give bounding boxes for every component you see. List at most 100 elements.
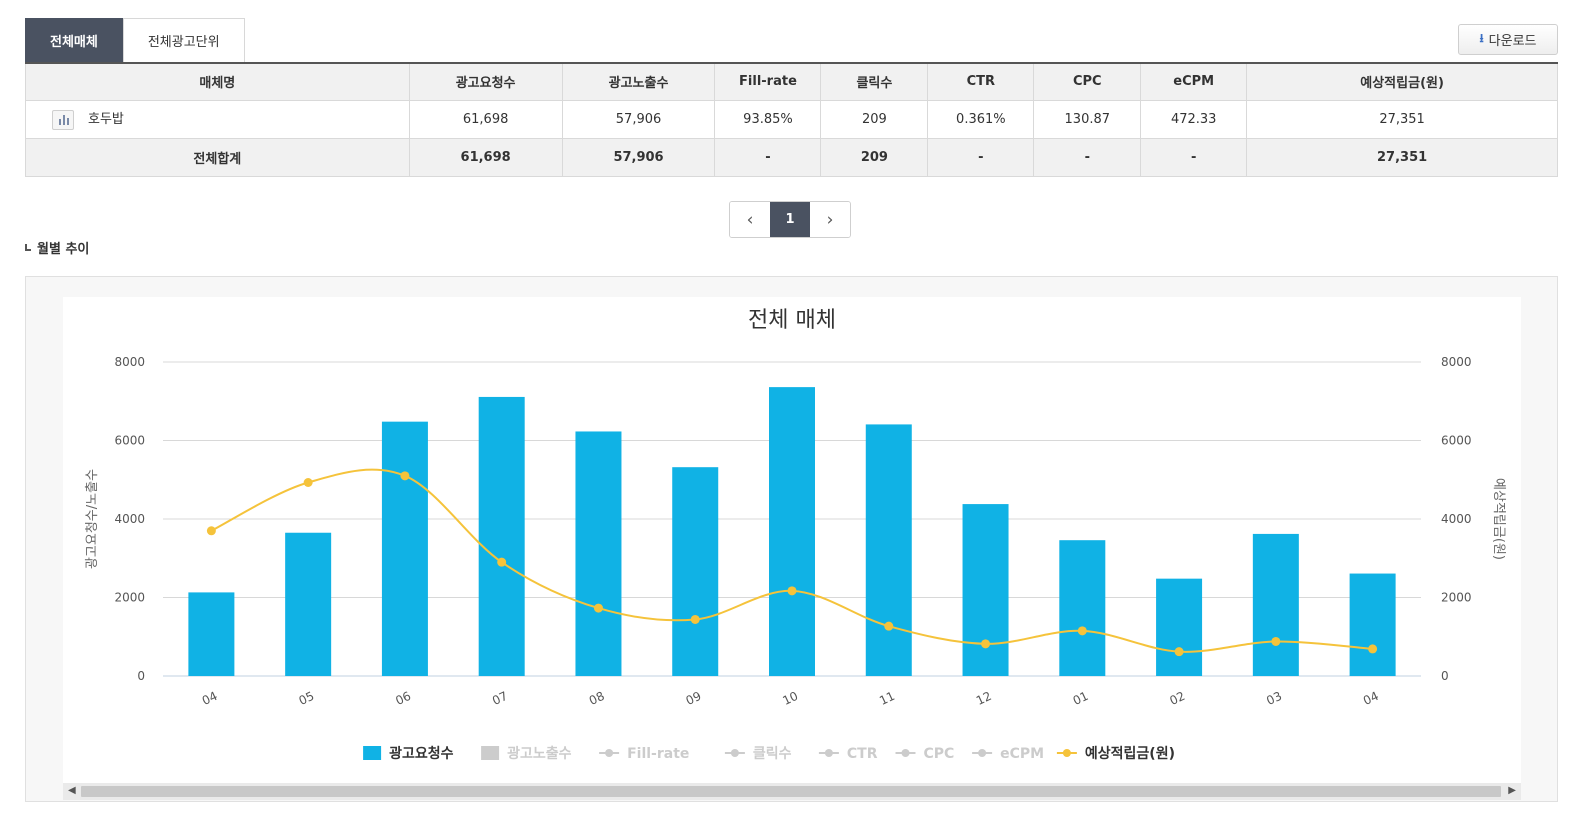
- line-point: [884, 621, 894, 631]
- line-point: [593, 603, 603, 613]
- tab-all-media[interactable]: 전체매체: [25, 18, 123, 62]
- cell-ad-requests: 61,698: [408, 99, 563, 139]
- cell-ecpm: 472.33: [1140, 99, 1248, 139]
- legend-swatch: [363, 746, 382, 760]
- header-ad-impressions[interactable]: 광고노출수: [561, 62, 716, 101]
- line-point: [1368, 644, 1378, 654]
- total-fill-rate: -: [714, 137, 822, 177]
- y2-axis-label: 예상적립금(원): [1491, 478, 1506, 560]
- download-icon: ⭳: [1479, 31, 1484, 45]
- y2-tick-label: 0: [1441, 669, 1449, 683]
- bar-chart-icon[interactable]: [52, 109, 74, 130]
- y2-tick-label: 2000: [1441, 591, 1472, 605]
- table-header-row: 매체명 광고요청수 광고노출수 Fill-rate 클릭수 CTR CPC eC…: [25, 62, 1558, 101]
- total-ctr: -: [927, 137, 1035, 177]
- cell-ad-impressions: 57,906: [561, 99, 716, 139]
- monthly-trend-chart: 전체 매체 0 0 2000 2000 4000 4000 6000 6000 8000 8000 광…: [85, 308, 1506, 762]
- scroll-left-icon[interactable]: ◀: [68, 785, 76, 796]
- chart-area: 전체 매체 0 0 2000 2000 4000 4000 6000 6000 8000 8000 광…: [63, 297, 1521, 783]
- cell-ctr: 0.361%: [927, 99, 1035, 139]
- section-title: 월별 추이: [25, 238, 89, 257]
- header-ctr[interactable]: CTR: [927, 62, 1035, 101]
- y-tick-label: 6000: [114, 434, 145, 448]
- x-tick-label: 07: [490, 689, 510, 708]
- header-cpc[interactable]: CPC: [1033, 62, 1142, 101]
- line-point: [1077, 626, 1087, 636]
- legend-label: CPC: [924, 746, 955, 762]
- x-tick-label: 02: [1168, 689, 1188, 708]
- legend-marker: [1062, 749, 1071, 757]
- y-tick-label: 8000: [114, 355, 145, 369]
- x-tick-label: 01: [1071, 689, 1091, 708]
- x-tick-label: 09: [684, 689, 704, 708]
- legend-marker: [901, 749, 910, 757]
- header-clicks[interactable]: 클릭수: [820, 62, 929, 101]
- tab-bar: 전체매체 전체광고단위: [25, 18, 245, 62]
- y2-tick-label: 4000: [1441, 512, 1472, 526]
- bar: [769, 387, 815, 676]
- stats-table: 매체명 광고요청수 광고노출수 Fill-rate 클릭수 CTR CPC eC…: [25, 62, 1558, 177]
- x-tick-label: 04: [200, 689, 220, 708]
- bar: [672, 467, 719, 676]
- scroll-right-icon[interactable]: ▶: [1508, 785, 1516, 796]
- total-clicks: 209: [820, 137, 929, 177]
- legend-swatch: [481, 746, 500, 760]
- bar: [1059, 540, 1106, 676]
- bar: [478, 396, 525, 676]
- total-cpc: -: [1033, 137, 1142, 177]
- header-estimated-earnings[interactable]: 예상적립금(원): [1246, 62, 1558, 101]
- bar: [285, 532, 332, 676]
- legend-label: CTR: [847, 746, 878, 762]
- total-label: 전체합계: [25, 137, 410, 177]
- download-button[interactable]: ⭳ 다운로드: [1458, 24, 1558, 55]
- bar: [575, 431, 622, 676]
- y-tick-label: 2000: [114, 591, 145, 605]
- cell-estimated-earnings: 27,351: [1246, 99, 1558, 139]
- legend-marker: [824, 749, 833, 757]
- header-ecpm[interactable]: eCPM: [1140, 62, 1248, 101]
- line-point: [787, 586, 797, 596]
- x-tick-label: 06: [393, 689, 413, 708]
- bar: [1252, 533, 1299, 676]
- download-label: 다운로드: [1488, 34, 1537, 49]
- prev-page-button[interactable]: ‹: [730, 202, 770, 237]
- corner-bullet-icon: [25, 244, 31, 251]
- x-tick-label: 03: [1264, 689, 1284, 708]
- y2-tick-label: 6000: [1441, 434, 1472, 448]
- next-page-button[interactable]: ›: [810, 202, 850, 237]
- line-point: [497, 557, 507, 567]
- header-fill-rate[interactable]: Fill-rate: [714, 62, 822, 101]
- table-total-row: 전체합계 61,698 57,906 - 209 - - - 27,351: [25, 137, 1558, 177]
- line-point: [206, 526, 216, 536]
- header-ad-requests[interactable]: 광고요청수: [408, 62, 563, 101]
- y-tick-label: 0: [137, 669, 145, 683]
- x-tick-label: 11: [877, 689, 897, 708]
- legend-label: eCPM: [1000, 746, 1044, 762]
- legend-label: 예상적립금(원): [1085, 745, 1175, 762]
- y-tick-label: 4000: [114, 512, 145, 526]
- bar: [865, 424, 912, 676]
- y2-tick-label: 8000: [1441, 355, 1472, 369]
- legend-label: 광고노출수: [507, 745, 572, 762]
- bar: [188, 592, 235, 676]
- x-tick-label: 05: [297, 689, 317, 708]
- table-row: 호두밥 61,698 57,906 93.85% 209 0.361% 130.…: [25, 99, 1558, 139]
- bar: [962, 504, 1009, 676]
- total-estimated-earnings: 27,351: [1246, 137, 1558, 177]
- line-point: [1174, 647, 1184, 657]
- page-1-button[interactable]: 1: [770, 202, 810, 237]
- pagination: ‹ 1 ›: [729, 201, 851, 238]
- x-tick-label: 08: [587, 689, 607, 708]
- header-media-name[interactable]: 매체명: [25, 62, 410, 101]
- chart-scrollbar[interactable]: ◀ ▶: [63, 783, 1521, 800]
- media-name-label: 호두밥: [88, 112, 124, 128]
- legend-label: Fill-rate: [627, 746, 689, 762]
- tab-all-ad-units[interactable]: 전체광고단위: [122, 18, 245, 62]
- cell-clicks: 209: [820, 99, 929, 139]
- bar: [1349, 573, 1396, 676]
- scrollbar-thumb[interactable]: [81, 786, 1501, 797]
- chart-panel: 전체 매체 0 0 2000 2000 4000 4000 6000 6000 8000 8000 광…: [25, 276, 1558, 802]
- bar: [381, 421, 428, 676]
- chart-title: 전체 매체: [748, 308, 836, 333]
- total-ecpm: -: [1140, 137, 1248, 177]
